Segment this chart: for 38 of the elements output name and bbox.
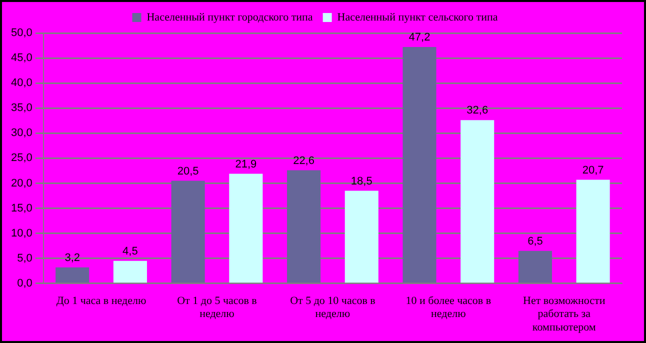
legend-label: Населенный пункт городского типа (146, 11, 313, 24)
data-label: 20,5 (177, 165, 199, 178)
legend-label: Населенный пункт сельского типа (337, 11, 498, 24)
y-tick-label: 15,0 (10, 202, 32, 214)
bar (56, 267, 90, 283)
y-tick-label: 0,0 (17, 277, 32, 290)
y-tick-label: 45,0 (10, 52, 32, 64)
data-label: 32,6 (466, 104, 488, 117)
bar (576, 180, 610, 283)
bar (113, 260, 147, 283)
bar (518, 250, 552, 283)
y-tick-label: 35,0 (10, 102, 32, 114)
y-tick-label: 10,0 (10, 227, 32, 240)
data-label: 21,9 (235, 158, 257, 170)
x-tick-label: До 1 часа в неделю (56, 294, 146, 307)
y-tick-label: 20,0 (10, 177, 32, 190)
data-label: 6,5 (528, 235, 543, 248)
x-tick-label: 10 и более часов в неделю (406, 294, 492, 320)
data-label: 3,2 (64, 252, 80, 264)
y-tick-label: 5,0 (17, 252, 32, 264)
data-label: 47,2 (408, 32, 430, 44)
data-label: 22,6 (293, 154, 314, 167)
bar (460, 120, 494, 283)
x-tick-label: От 1 до 5 часов в неделю (177, 294, 257, 320)
bar (286, 170, 321, 283)
x-tick-label: От 5 до 10 часов в неделю (290, 294, 376, 320)
bar (229, 174, 263, 283)
y-tick-label: 40,0 (10, 77, 32, 90)
data-label: 4,5 (122, 245, 138, 258)
y-tick-label: 30,0 (10, 127, 32, 140)
data-label: 18,5 (350, 175, 372, 188)
x-tick-label: Нет возможности работать за компьютером (523, 294, 606, 334)
data-label: 20,7 (582, 164, 604, 176)
y-tick-label: 50,0 (10, 27, 32, 40)
bar (402, 47, 436, 283)
bar (171, 180, 205, 283)
bar (344, 190, 378, 283)
y-tick-label: 25,0 (10, 152, 32, 164)
